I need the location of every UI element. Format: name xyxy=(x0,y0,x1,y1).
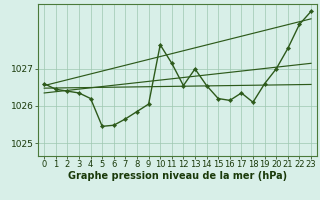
X-axis label: Graphe pression niveau de la mer (hPa): Graphe pression niveau de la mer (hPa) xyxy=(68,171,287,181)
